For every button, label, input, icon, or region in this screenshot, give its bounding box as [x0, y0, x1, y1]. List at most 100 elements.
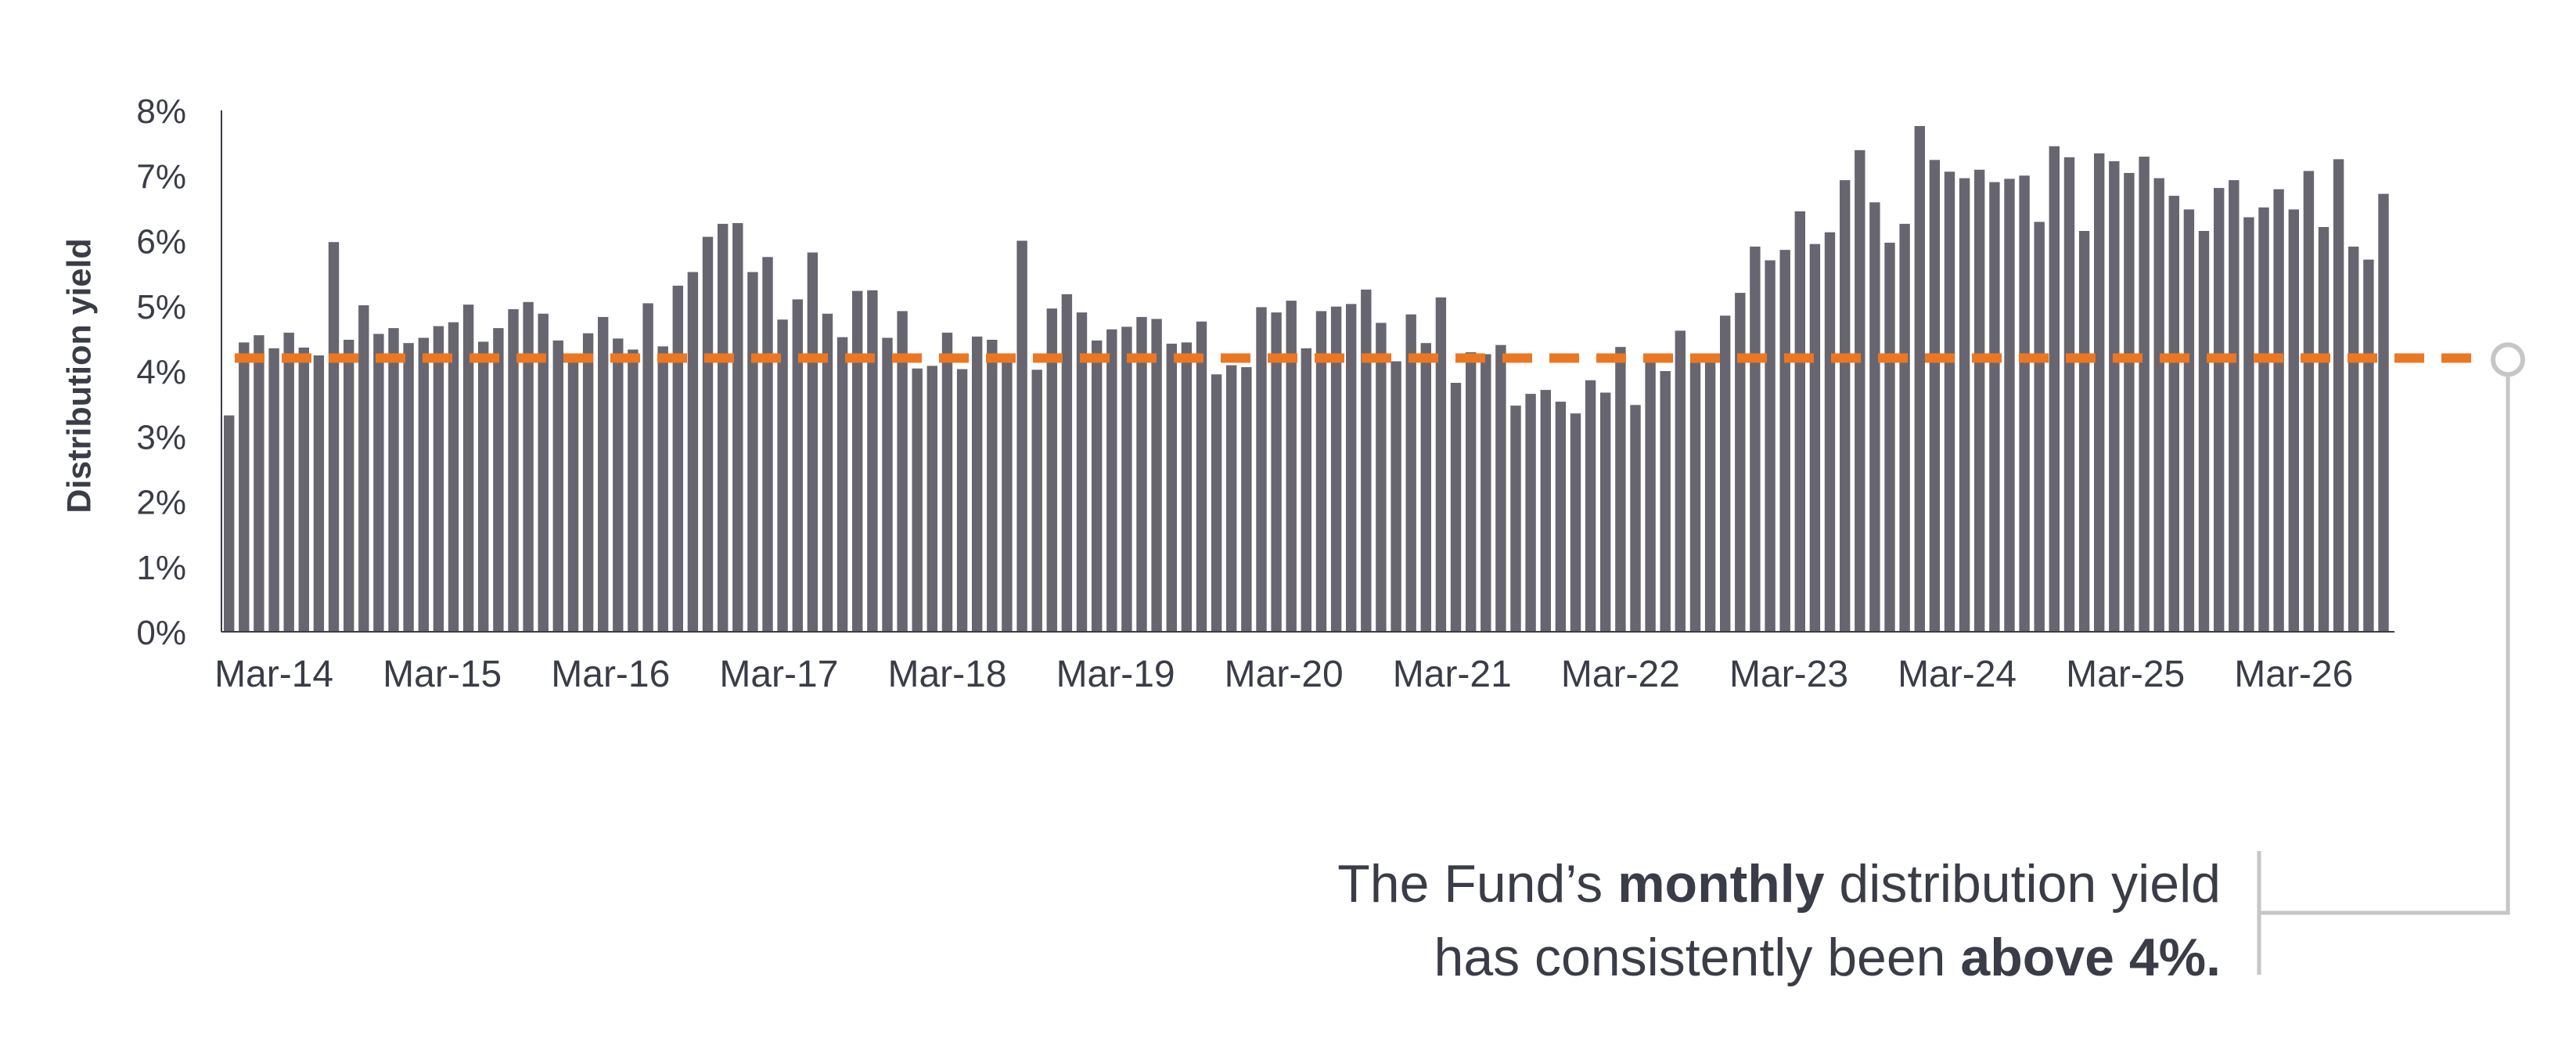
bar [1630, 405, 1641, 632]
bar [1450, 383, 1462, 632]
bar [1256, 307, 1267, 632]
bar [478, 341, 489, 632]
y-tick-label: 3% [136, 418, 186, 456]
bar [598, 316, 609, 632]
bar [1914, 126, 1925, 632]
bar [2183, 209, 2195, 632]
bar [1226, 365, 1237, 632]
bar [2019, 175, 2030, 633]
bar [1435, 297, 1447, 632]
bar [1480, 354, 1491, 632]
bar [2229, 180, 2240, 633]
bar [1884, 243, 1895, 632]
bar [2288, 209, 2299, 632]
bar [298, 348, 309, 632]
bar [1615, 347, 1626, 632]
x-tick-label: Mar-20 [1225, 654, 1344, 695]
bar [1061, 294, 1073, 632]
bar [1809, 243, 1821, 632]
x-tick-label: Mar-24 [1898, 654, 2017, 695]
bar [493, 328, 504, 632]
bar [1929, 160, 1941, 633]
bar [882, 337, 893, 632]
bar [926, 366, 937, 632]
x-tick-label: Mar-14 [214, 654, 333, 695]
bar [807, 252, 818, 632]
bar [254, 335, 264, 632]
y-axis-ticks: 0% 1% 2% 3% 4% 5% 6% 7% 8% [136, 92, 186, 652]
bar [508, 308, 519, 632]
callout-connector-line [2259, 375, 2510, 915]
x-tick-label: Mar-22 [1561, 654, 1680, 695]
bar [433, 326, 444, 632]
bar [642, 303, 653, 632]
bar [1106, 329, 1117, 632]
bar [1600, 392, 1611, 632]
bar [2078, 231, 2090, 632]
x-tick-label: Mar-23 [1729, 654, 1848, 695]
bar [1525, 394, 1536, 632]
bar [1016, 240, 1027, 632]
callout-circle [2491, 342, 2525, 377]
bar [2139, 157, 2150, 633]
x-tick-label: Mar-26 [2234, 654, 2353, 695]
bar [2109, 160, 2120, 632]
bar [1660, 371, 1671, 632]
bar [1899, 223, 1910, 632]
bar [1211, 374, 1222, 632]
bar [628, 349, 639, 632]
bar [462, 305, 474, 632]
x-tick-label: Mar-16 [551, 654, 670, 695]
bar [2124, 172, 2135, 632]
bar [672, 285, 683, 632]
bar [836, 337, 848, 632]
bar [283, 332, 294, 632]
bar [747, 272, 758, 632]
bar [1974, 169, 1985, 633]
bar [2214, 188, 2225, 633]
bar [2303, 171, 2315, 632]
bar [718, 223, 729, 632]
bar [373, 334, 384, 632]
bar [2348, 247, 2359, 632]
x-tick-label: Mar-25 [2066, 654, 2185, 695]
annotation-text: distribution yield [1824, 854, 2221, 914]
bar [1420, 343, 1431, 632]
bar [2094, 153, 2105, 632]
bar [1675, 330, 1686, 632]
bar [2258, 207, 2269, 632]
bar [1840, 180, 1851, 633]
bar [687, 272, 699, 632]
bar [1136, 316, 1147, 632]
annotation-text: has consistently been [1434, 928, 1961, 987]
bar [1824, 232, 1836, 632]
annotation-bold-text: monthly [1617, 854, 1825, 914]
bar [313, 355, 325, 632]
bar [777, 319, 788, 632]
bar [1689, 362, 1701, 632]
bar [1031, 370, 1042, 632]
x-tick-label: Mar-19 [1056, 654, 1175, 695]
bar [1570, 413, 1581, 632]
bar [2168, 196, 2179, 633]
bar [1540, 390, 1551, 632]
bar [897, 311, 908, 632]
bar [224, 415, 235, 632]
bar [1405, 314, 1416, 632]
bar [268, 348, 279, 632]
bar [1151, 319, 1162, 632]
bar [1720, 315, 1731, 632]
x-tick-label: Mar-21 [1393, 654, 1512, 695]
bar [867, 290, 878, 632]
bar [1510, 406, 1521, 632]
bar [2004, 178, 2015, 632]
bar [358, 305, 369, 632]
bar [1704, 355, 1716, 632]
y-tick-label: 2% [136, 484, 186, 522]
bar [1286, 301, 1297, 632]
y-tick-label: 0% [136, 614, 186, 652]
bar [657, 346, 668, 632]
bar [1002, 359, 1013, 632]
bar [2333, 159, 2344, 632]
bar [1585, 380, 1596, 632]
